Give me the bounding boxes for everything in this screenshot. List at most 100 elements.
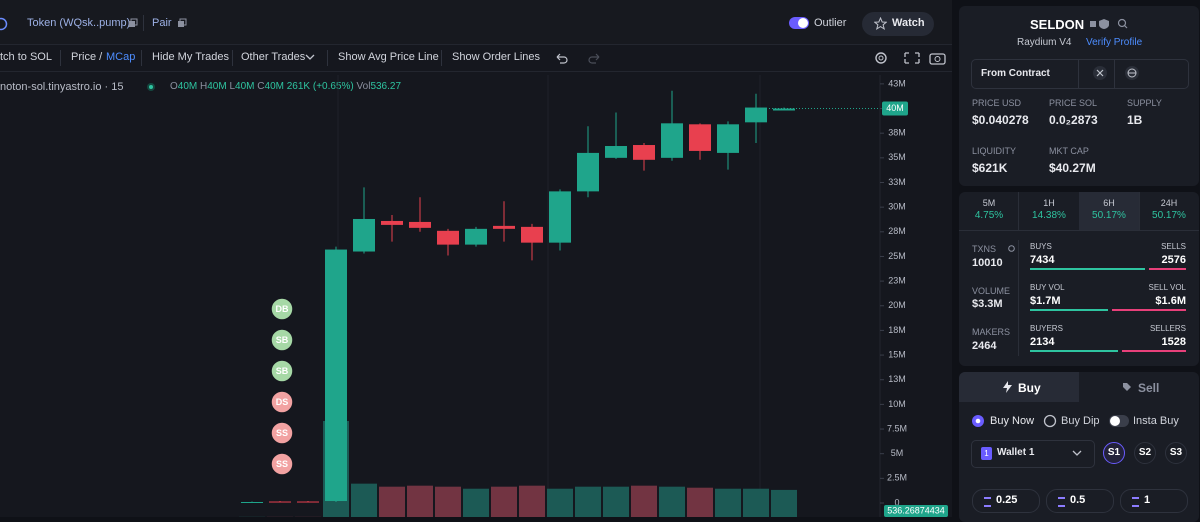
txn-sell-value: $1.6M [1120, 295, 1186, 307]
txn-buy-value: 7434 [1030, 254, 1054, 266]
txn-buy-bar [1030, 350, 1118, 352]
slot-button[interactable]: S3 [1165, 442, 1187, 464]
volume-marker-label: 536.26874434 [887, 505, 945, 515]
trade-marker-label: DB [276, 304, 289, 314]
sol-icon [984, 497, 991, 507]
insta-toggle[interactable] [1109, 415, 1129, 427]
divider [1078, 60, 1079, 88]
social-icons[interactable] [1090, 66, 1150, 80]
separator [327, 50, 328, 66]
chart-tool-icons[interactable] [872, 49, 948, 67]
amount-label[interactable]: 0.25 [996, 494, 1017, 506]
wallet-label: Wallet 1 [997, 447, 1034, 458]
y-tick-label: 38M [888, 128, 906, 138]
volume-bar [379, 487, 405, 517]
trade-marker-label: SS [276, 428, 288, 438]
stat-label: PRICE USD [972, 98, 1021, 108]
separator [441, 50, 442, 66]
txn-label: VOLUME [972, 286, 1010, 296]
timeframe-label[interactable]: 24H [1139, 198, 1199, 208]
candle-body [549, 191, 571, 242]
tab-label[interactable]: Sell [1138, 381, 1159, 395]
radio[interactable] [1043, 414, 1057, 428]
y-tick-label: 23M [888, 275, 906, 285]
toolbar-item[interactable]: Other Trades [241, 51, 305, 63]
y-tick-label: 43M [888, 78, 906, 88]
timeframe-label[interactable]: 5M [959, 198, 1019, 208]
volume-bar [659, 487, 685, 517]
txn-value: 10010 [972, 257, 1003, 269]
candle-body [745, 108, 767, 123]
txn-value: $3.3M [972, 298, 1003, 310]
txn-value: 2464 [972, 340, 996, 352]
volume-bar [547, 489, 573, 517]
candle-body [269, 502, 291, 503]
toolbar-item[interactable]: Hide My Trades [152, 51, 229, 63]
token-link[interactable]: Token (WQsk..pump) [27, 17, 130, 29]
insta-label: Insta Buy [1133, 415, 1179, 427]
toolbar-item[interactable]: Show Order Lines [452, 51, 540, 63]
volume-bar [491, 487, 517, 517]
slot-button[interactable]: S2 [1134, 442, 1156, 464]
sol-icon [1058, 497, 1065, 507]
candle-body [493, 226, 515, 229]
bolt-icon [1003, 381, 1012, 393]
pair-link[interactable]: Pair [152, 17, 172, 29]
info-icon [1008, 245, 1015, 252]
y-tick-label: 5M [891, 448, 904, 458]
separator [232, 50, 233, 66]
stat-label: MKT CAP [1049, 146, 1089, 156]
txn-sell-label: SELLS [1120, 242, 1186, 251]
y-tick-label: 30M [888, 202, 906, 212]
copy-icon[interactable] [177, 18, 187, 28]
mode-label[interactable]: Buy Now [990, 415, 1034, 427]
divider [959, 230, 1199, 231]
timeframe-label[interactable]: 6H [1079, 198, 1139, 208]
candle-body [577, 153, 599, 191]
volume-bar [407, 486, 433, 517]
outlier-toggle[interactable] [789, 17, 809, 29]
trade-marker-label: DS [276, 397, 289, 407]
dex-label: Raydium V4 [1017, 37, 1071, 48]
amount-label[interactable]: 0.5 [1070, 494, 1085, 506]
radio-checked[interactable] [971, 414, 985, 428]
txn-buy-label: BUY VOL [1030, 283, 1065, 292]
txn-label: TXNS [972, 244, 996, 254]
txn-sell-bar [1122, 350, 1186, 352]
slot-button[interactable]: S1 [1103, 442, 1125, 464]
candle-body [353, 219, 375, 252]
logo-icon [0, 17, 8, 31]
y-tick-label: 33M [888, 177, 906, 187]
mode-label[interactable]: Buy Dip [1061, 415, 1100, 427]
candle-body [661, 123, 683, 158]
volume-bar [743, 489, 769, 517]
candle-body [437, 231, 459, 245]
token-icons[interactable] [1089, 18, 1131, 30]
tab-label[interactable]: Buy [1018, 381, 1041, 395]
undo-redo-icons[interactable] [554, 51, 602, 65]
toolbar-item[interactable]: Price / [71, 51, 102, 63]
amount-label[interactable]: 1 [1144, 494, 1150, 506]
copy-icon[interactable] [128, 18, 138, 28]
y-tick-label: 2.5M [887, 473, 907, 483]
timeframe-change: 14.38% [1019, 210, 1079, 221]
toolbar-item[interactable]: tch to SOL [0, 51, 52, 63]
stat-label: LIQUIDITY [972, 146, 1016, 156]
verify-link[interactable]: Verify Profile [1086, 37, 1142, 48]
sol-icon [1132, 497, 1139, 507]
candle-body [717, 124, 739, 153]
toolbar-item[interactable]: Show Avg Price Line [338, 51, 439, 63]
txn-sell-bar [1112, 309, 1186, 311]
separator [143, 15, 144, 31]
trade-marker-label: SS [276, 459, 288, 469]
txn-buy-value: 2134 [1030, 336, 1054, 348]
candle-body [605, 146, 627, 158]
timeframe-label[interactable]: 1H [1019, 198, 1079, 208]
watch-label[interactable]: Watch [892, 17, 925, 29]
stat-value: 1B [1127, 113, 1142, 127]
amount-button[interactable] [1120, 489, 1188, 513]
candle-body [297, 502, 319, 503]
toolbar-item-active[interactable]: MCap [106, 51, 135, 63]
txn-buy-bar [1030, 268, 1145, 270]
